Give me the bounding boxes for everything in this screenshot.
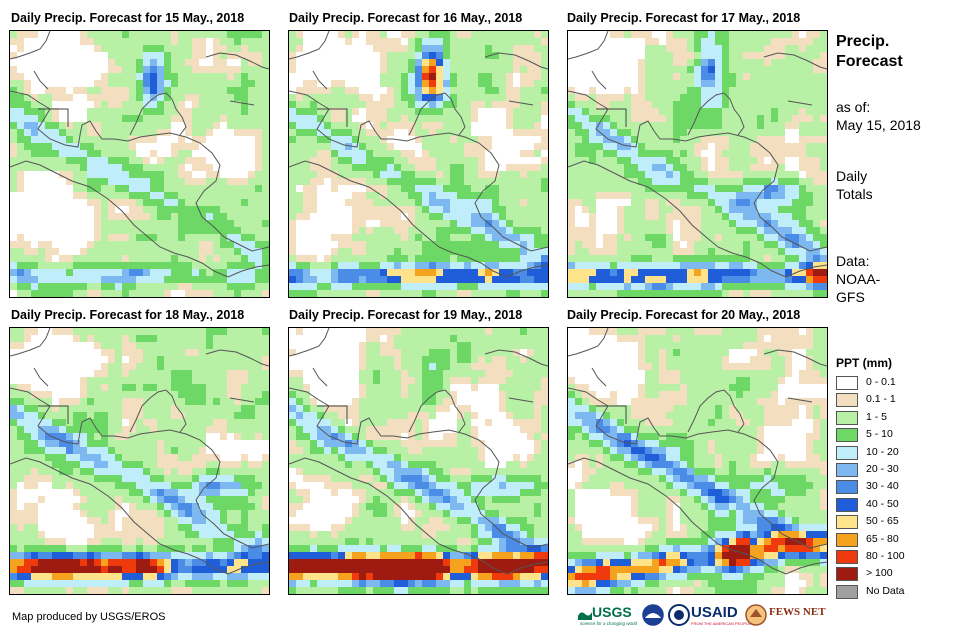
- forecast-map-6: [567, 327, 828, 595]
- forecast-map-4: [9, 327, 270, 595]
- coastline: [10, 328, 51, 387]
- usgs-tagline: science for a changing world: [580, 621, 638, 626]
- panel-title-1: Daily Precip. Forecast for 15 May., 2018: [11, 11, 245, 25]
- asof-label: as of:: [836, 99, 871, 115]
- data-line-3: GFS: [836, 289, 865, 305]
- legend-swatch: [836, 515, 858, 530]
- legend-label: 30 - 40: [866, 480, 899, 493]
- coastline: [289, 31, 330, 90]
- credit-text: Map produced by USGS/EROS: [12, 611, 166, 623]
- coastline: [317, 108, 348, 127]
- panel-title-5: Daily Precip. Forecast for 19 May., 2018: [289, 308, 523, 322]
- legend-label: 65 - 80: [866, 532, 899, 545]
- coastline: [10, 31, 51, 90]
- data-line-2: NOAA-: [836, 271, 881, 287]
- legend-swatch: [836, 532, 858, 547]
- legend-swatch: [836, 428, 858, 443]
- coastline: [408, 92, 466, 136]
- legend-swatch: [836, 584, 858, 599]
- coastline: [129, 92, 187, 136]
- fewsnet-logo-text: FEWS NET: [769, 606, 826, 618]
- coastline: [289, 387, 548, 575]
- coastline: [289, 328, 330, 387]
- agency-logos: USGS science for a changing world USAID …: [578, 600, 828, 630]
- legend-swatch: [836, 393, 858, 408]
- legend-label: No Data: [866, 584, 905, 597]
- usaid-tagline: FROM THE AMERICAN PEOPLE: [691, 621, 751, 626]
- coastline: [129, 389, 187, 433]
- forecast-map-3: [567, 30, 828, 298]
- coastline: [289, 90, 548, 278]
- legend-label: 1 - 5: [866, 410, 888, 423]
- legend-swatch: [836, 445, 858, 460]
- noaa-logo-icon: [642, 604, 664, 626]
- legend-title: PPT (mm): [836, 356, 893, 370]
- forecast-map-2: [288, 30, 549, 298]
- legend-label: 0.1 - 1: [866, 393, 896, 406]
- panel-title-4: Daily Precip. Forecast for 18 May., 2018: [11, 308, 245, 322]
- legend-swatch: [836, 376, 858, 390]
- legend-swatch: [836, 462, 858, 477]
- coastline: [205, 52, 269, 106]
- coastline: [38, 405, 69, 424]
- fewsnet-logo-icon: [745, 604, 767, 626]
- panel-title-6: Daily Precip. Forecast for 20 May., 2018: [567, 308, 801, 322]
- coastline: [687, 92, 745, 136]
- coastline: [568, 31, 609, 90]
- panel-title-2: Daily Precip. Forecast for 16 May., 2018: [289, 11, 523, 25]
- forecast-map-5: [288, 327, 549, 595]
- coastline: [568, 328, 609, 387]
- legend-swatch: [836, 410, 858, 425]
- heading-line-2: Forecast: [836, 53, 903, 70]
- coastline: [317, 405, 348, 424]
- coastline: [596, 405, 627, 424]
- legend-swatch: [836, 549, 858, 564]
- daily-line-1: Daily: [836, 168, 868, 184]
- coastline: [568, 387, 827, 575]
- coastline: [687, 389, 745, 433]
- legend-label: 10 - 20: [866, 445, 899, 458]
- coastline: [568, 90, 827, 278]
- coastline: [484, 349, 548, 403]
- legend-swatch: [836, 480, 858, 495]
- coastline: [38, 108, 69, 127]
- legend-label: 50 - 65: [866, 515, 899, 528]
- legend-label: 0 - 0.1: [866, 376, 896, 388]
- coastline: [596, 108, 627, 127]
- legend-swatch: [836, 497, 858, 512]
- daily-line-2: Totals: [836, 186, 873, 202]
- coastline: [763, 349, 827, 403]
- legend-label: 20 - 30: [866, 462, 899, 475]
- coastline: [408, 389, 466, 433]
- coastline: [763, 52, 827, 106]
- coastline: [205, 349, 269, 403]
- coastline: [484, 52, 548, 106]
- legend-label: 80 - 100: [866, 549, 905, 562]
- legend-label: 5 - 10: [866, 428, 893, 441]
- heading-line-1: Precip.: [836, 33, 890, 50]
- legend-swatch: [836, 567, 858, 582]
- asof-date: May 15, 2018: [836, 117, 921, 133]
- usgs-logo-text: USGS: [592, 604, 632, 620]
- legend-label: > 100: [866, 567, 893, 580]
- forecast-map-1: [9, 30, 270, 298]
- usaid-seal-icon: [668, 604, 690, 626]
- usgs-logo-icon: [578, 612, 592, 620]
- usaid-logo-text: USAID: [691, 604, 738, 621]
- coastline: [10, 90, 269, 278]
- legend-label: 40 - 50: [866, 497, 899, 510]
- coastline: [10, 387, 269, 575]
- data-line-1: Data:: [836, 253, 870, 269]
- panel-title-3: Daily Precip. Forecast for 17 May., 2018: [567, 11, 801, 25]
